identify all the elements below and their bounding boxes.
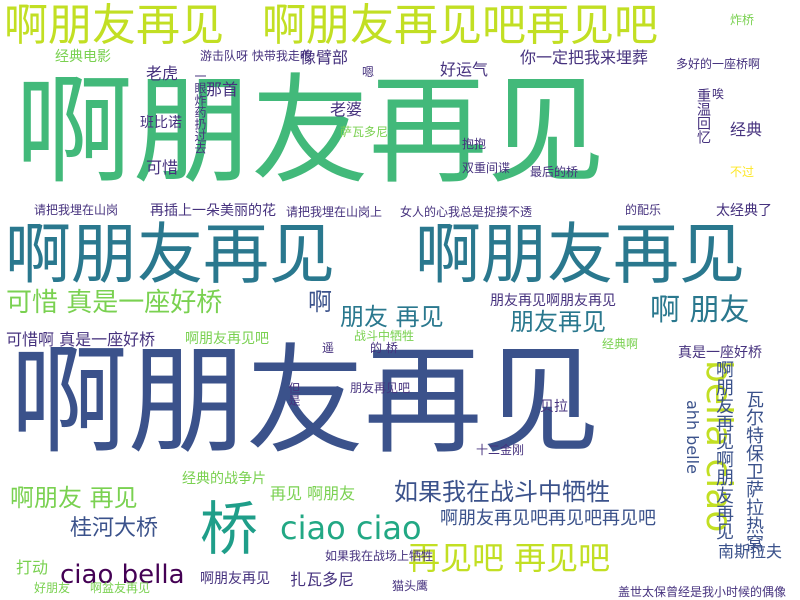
- cloud-word: 再插上一朵美丽的花: [150, 203, 276, 219]
- cloud-word: 可惜: [146, 158, 179, 177]
- cloud-word: 炸桥: [730, 13, 755, 27]
- cloud-word: 啊朋友再见啊朋友再见: [713, 360, 734, 540]
- cloud-word: 你一定把我来埋葬: [520, 48, 649, 67]
- cloud-word: 再见 啊朋友: [270, 484, 356, 503]
- cloud-word: 抱抱: [462, 137, 487, 151]
- cloud-word: 可惜 真是一座好桥: [6, 288, 223, 318]
- cloud-word: 双重间谍: [462, 161, 511, 175]
- cloud-word: 再见吧 再见吧: [408, 539, 611, 577]
- cloud-word: 遥: [322, 341, 335, 355]
- cloud-word: 十二金刚: [476, 443, 525, 457]
- cloud-word: 如果我在战斗中牺牲: [394, 478, 610, 506]
- cloud-word: 唉: [712, 87, 725, 101]
- cloud-word: 啊盆友再见: [90, 581, 151, 595]
- cloud-word: 啊朋友再见吧再见吧: [262, 0, 658, 51]
- cloud-word: 桂河大桥: [70, 516, 159, 541]
- cloud-word: 萨瓦多尼: [340, 125, 389, 139]
- cloud-word: 瓦尔特保卫萨拉热窝: [743, 390, 764, 552]
- cloud-word: 嗯: [362, 65, 375, 79]
- cloud-word: 朋友 再见: [340, 303, 444, 331]
- cloud-word: 啊朋友再见: [415, 216, 745, 293]
- cloud-word: 重温回忆: [695, 88, 711, 144]
- cloud-word: 朋友再见吧: [350, 381, 411, 395]
- cloud-word: 经典电影: [55, 49, 111, 65]
- cloud-word: 老虎: [146, 64, 179, 83]
- cloud-word: 好朋友: [34, 581, 71, 595]
- cloud-word: 一眼炸药扔过去: [193, 70, 207, 154]
- cloud-word: 但是: [287, 382, 301, 406]
- cloud-word: 的配乐: [625, 203, 662, 217]
- cloud-word: 盖世太保曾经是我小时候的偶像: [618, 585, 787, 599]
- cloud-word: 多好的一座桥啊: [676, 57, 761, 71]
- cloud-word: 啊朋友再见吧: [185, 331, 269, 347]
- cloud-word: 南斯拉夫: [718, 542, 783, 561]
- cloud-word: 啊朋友 再见: [10, 484, 138, 512]
- cloud-word: 啊朋友再见: [5, 216, 335, 293]
- cloud-word: 好运气: [440, 60, 489, 79]
- cloud-word: bella ciao: [698, 360, 739, 533]
- cloud-word: 打动: [16, 558, 49, 577]
- cloud-word: 朋友再见: [510, 308, 606, 336]
- cloud-word: 老婆: [330, 100, 363, 119]
- cloud-word: 朋友再见啊朋友再见: [490, 293, 616, 309]
- cloud-word: 班比诺: [140, 115, 182, 131]
- cloud-word: 啊朋友再见: [10, 332, 601, 470]
- cloud-word: 啊朋友再见: [4, 0, 224, 51]
- cloud-word: 啊朋友再见吧再见吧再见吧: [440, 508, 656, 529]
- cloud-word: ciao bella: [60, 560, 185, 590]
- cloud-word: 猫头鹰: [392, 579, 429, 593]
- cloud-word: 可惜啊 真是一座好桥: [6, 330, 156, 349]
- cloud-word: 啊 朋友: [650, 293, 750, 328]
- cloud-word: 桥: [200, 495, 259, 563]
- cloud-word: 经典的战争片: [182, 471, 266, 487]
- cloud-word: 像臂部: [300, 48, 349, 67]
- cloud-word: 请把我埋在山岗: [34, 203, 119, 217]
- cloud-word: ahh belle: [683, 400, 702, 474]
- cloud-word: 扎瓦多尼: [290, 570, 355, 589]
- cloud-word: 那首: [206, 80, 239, 99]
- cloud-word: 经典: [730, 120, 763, 139]
- cloud-word: 不过: [730, 165, 755, 179]
- cloud-word: ciao ciao: [280, 509, 422, 547]
- cloud-word: 请把我埋在山岗上: [286, 205, 383, 219]
- cloud-word: 啊: [308, 288, 332, 316]
- cloud-word: 啊朋友再见: [15, 62, 606, 200]
- cloud-word: 如果我在战场上牺牲: [325, 549, 434, 563]
- cloud-word: 经典啊: [602, 337, 639, 351]
- cloud-word: 太经典了: [716, 203, 772, 219]
- cloud-word: 战斗中牺牲: [354, 329, 415, 343]
- cloud-word: 真是一座好桥: [678, 345, 762, 361]
- cloud-word: 最后的桥: [530, 165, 579, 179]
- cloud-word: 贝拉: [540, 399, 568, 415]
- cloud-word: 啊朋友再见: [200, 571, 270, 587]
- cloud-word: 的 桥: [370, 341, 398, 355]
- cloud-word: 女人的心我总是捉摸不透: [400, 205, 533, 219]
- cloud-word: 游击队呀 快带我走吧: [200, 49, 312, 63]
